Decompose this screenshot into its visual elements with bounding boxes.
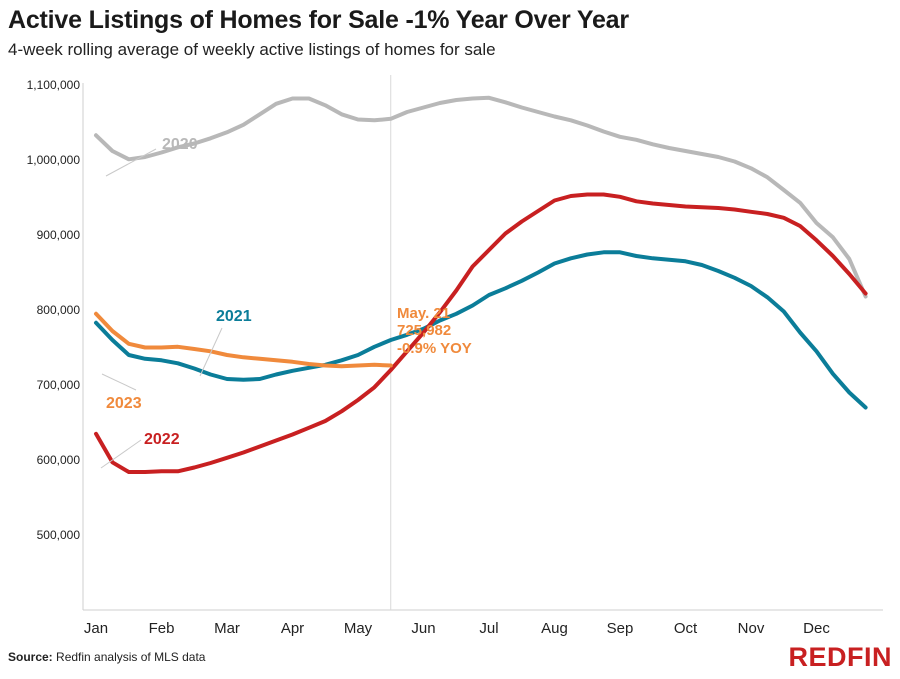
x-tick-label: Mar (214, 620, 240, 637)
y-tick-label: 700,000 (37, 378, 81, 392)
annotation-line-1: May. 21 (397, 305, 450, 322)
series-label-leader-2020 (105, 148, 157, 177)
y-tick-label: 600,000 (37, 453, 81, 467)
x-tick-label: Jul (479, 620, 498, 637)
series-label-leader-2021 (199, 327, 223, 377)
series-label-leader-2022 (100, 439, 142, 469)
chart-subtitle: 4-week rolling average of weekly active … (8, 40, 496, 59)
series-line-2020 (94, 95, 868, 299)
series-label-2021: 2021 (216, 308, 252, 325)
y-tick-label: 800,000 (37, 303, 81, 317)
x-tick-label: Nov (738, 620, 765, 637)
series-label-2023: 2023 (106, 395, 142, 412)
y-tick-label: 900,000 (37, 228, 81, 242)
series-label-2020: 2020 (162, 136, 198, 153)
chart-title: Active Listings of Homes for Sale -1% Ye… (8, 6, 629, 34)
series-label-2022: 2022 (144, 431, 180, 448)
source-text: Redfin analysis of MLS data (56, 650, 206, 664)
series-line-2023 (94, 311, 393, 369)
x-tick-label: Feb (149, 620, 175, 637)
x-tick-label: Sep (607, 620, 634, 637)
series-line-2022 (94, 192, 868, 474)
annotation-line-2: 725,982 (397, 322, 451, 339)
annotation-line-3: -0.9% YOY (397, 340, 472, 357)
y-tick-label: 1,000,000 (27, 153, 81, 167)
series-line-2021 (94, 250, 868, 410)
x-tick-label: May (344, 620, 373, 637)
x-tick-label: Oct (674, 620, 698, 637)
y-tick-label: 500,000 (37, 528, 81, 542)
x-tick-label: Jan (84, 620, 108, 637)
y-tick-label: 1,100,000 (27, 78, 81, 92)
redfin-logo: REDFIN (788, 642, 892, 672)
x-tick-label: Apr (281, 620, 304, 637)
source-label: Source: (8, 650, 53, 664)
x-tick-label: Dec (803, 620, 830, 637)
series-label-leader-2023 (101, 373, 137, 391)
x-tick-label: Jun (411, 620, 435, 637)
x-tick-label: Aug (541, 620, 568, 637)
source-note: Source: Redfin analysis of MLS data (8, 650, 205, 664)
